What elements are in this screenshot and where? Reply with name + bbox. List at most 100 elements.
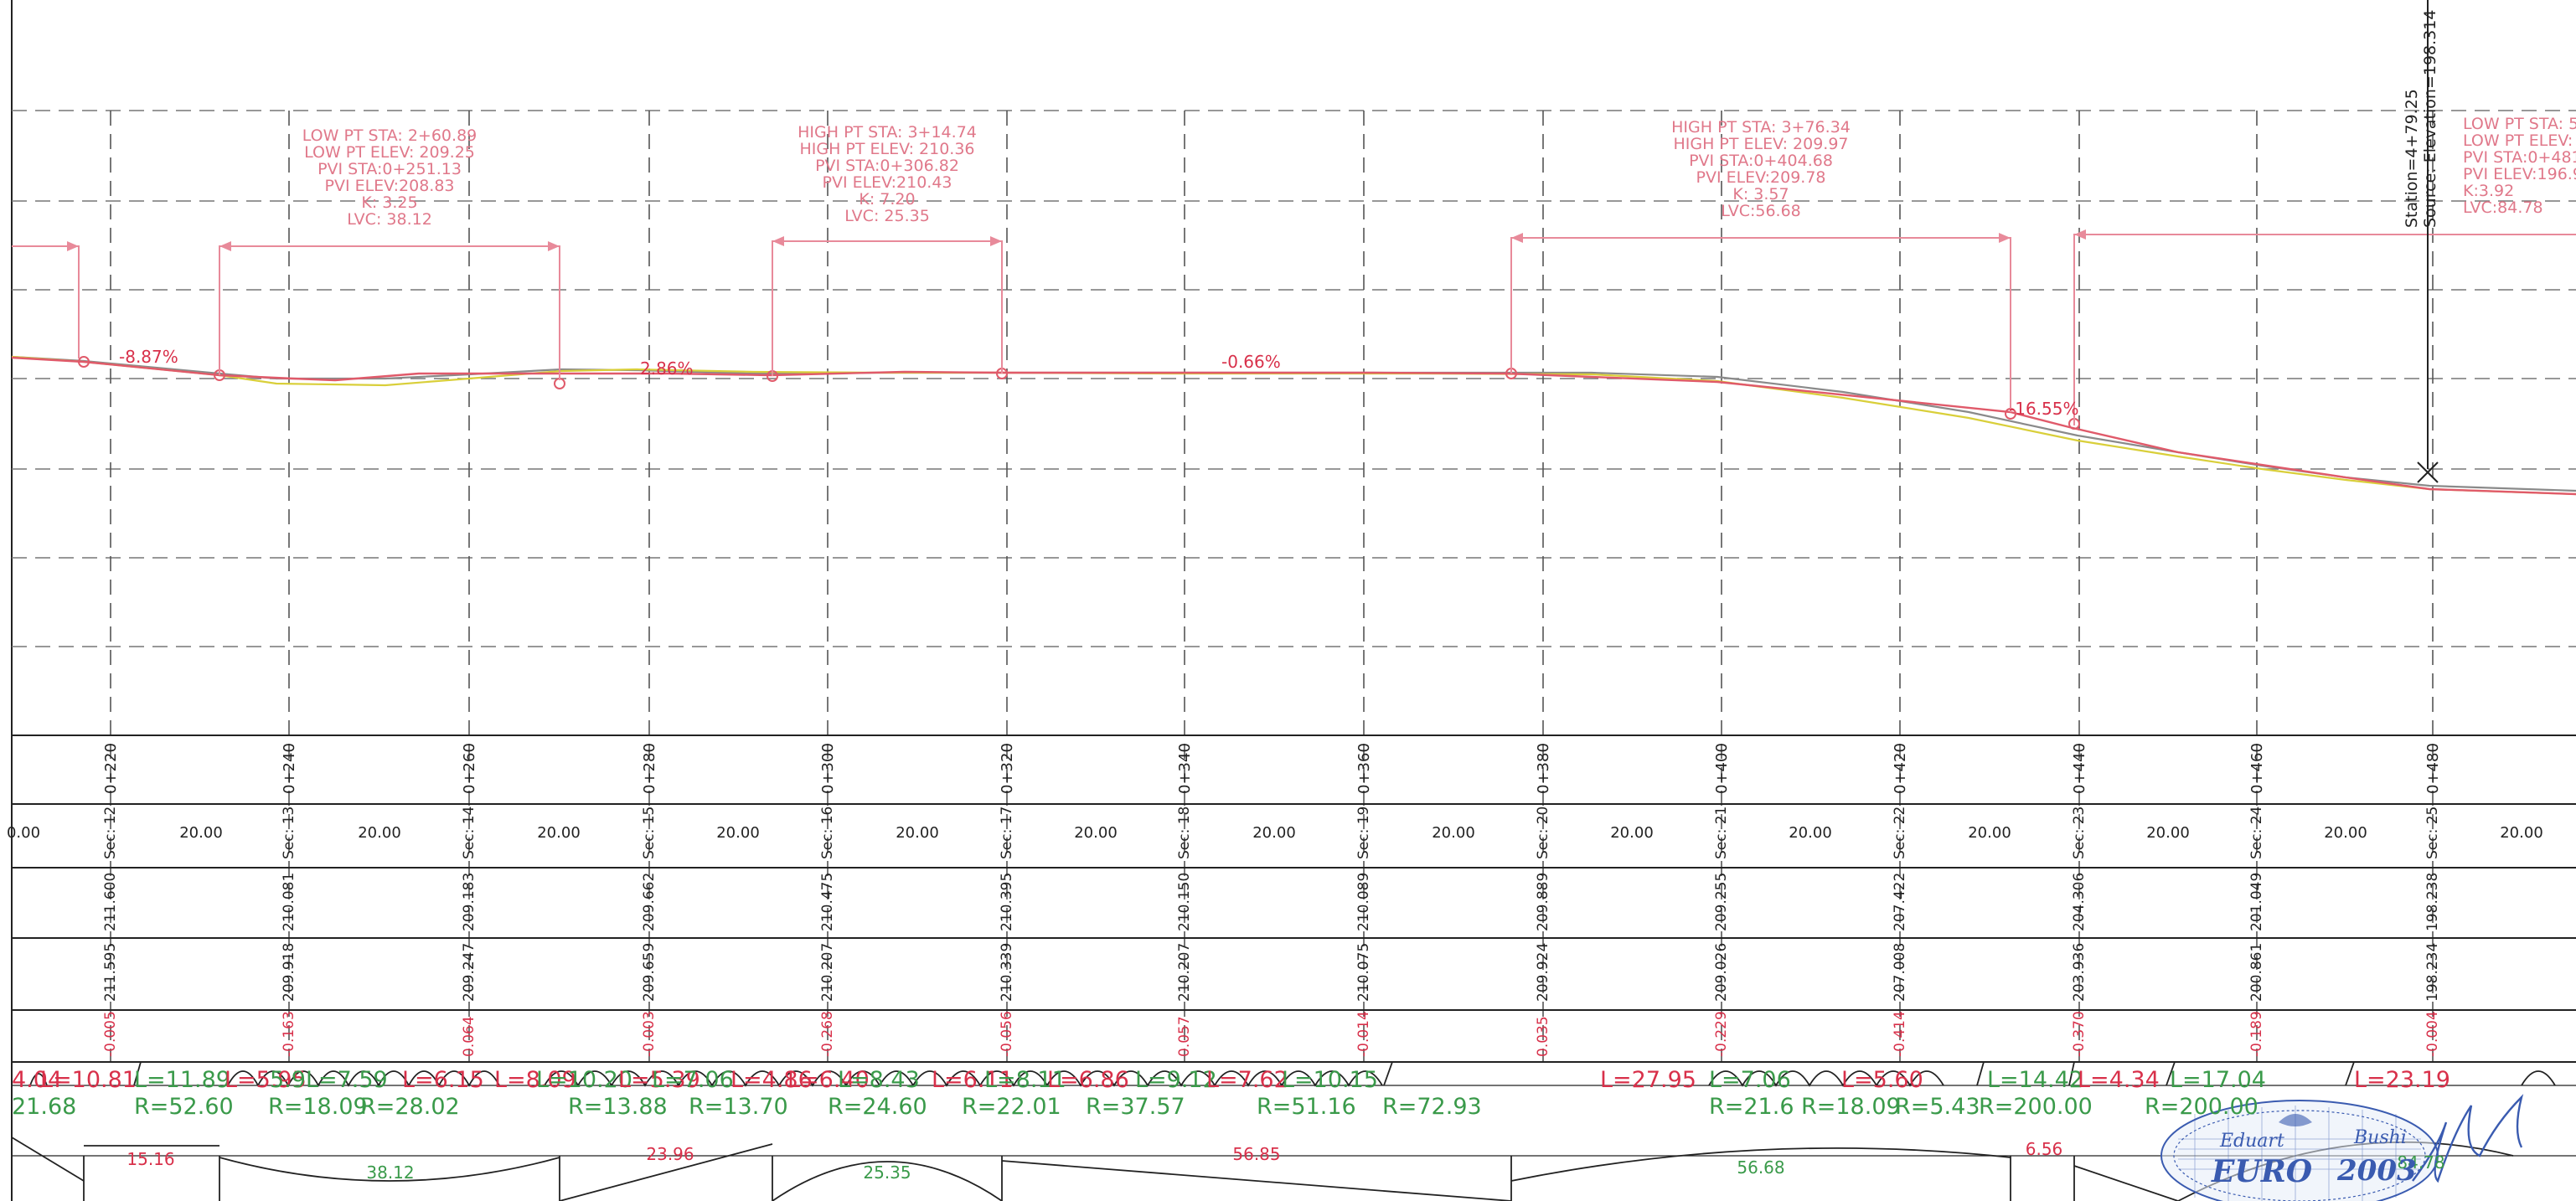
curve-length-label: L=6.86 <box>1047 1067 1129 1093</box>
ground-elevation: 210.207 <box>1176 942 1193 1002</box>
curve-length-label: L=5.95 <box>225 1067 307 1093</box>
curve-radius-label: R=200.00 <box>2145 1094 2259 1120</box>
pvi-label-line: K:3.92 <box>2463 182 2515 200</box>
curve-radius-label: 21.68 <box>12 1094 77 1120</box>
station-grid-lines <box>110 111 2434 1062</box>
design-elevation: 210.081 <box>281 872 297 931</box>
pvi-label-line: PVI ELEV:208.83 <box>324 177 455 195</box>
stamp-name-1: Eduart <box>2220 1131 2284 1152</box>
curve-length-label: L=11.89 <box>134 1067 230 1093</box>
pvi-label-line: K: 3.57 <box>1732 185 1789 204</box>
vertical-curve-length: 56.68 <box>1737 1157 1785 1178</box>
pvi-label-line: HIGH PT ELEV: 209.97 <box>1673 135 1849 153</box>
ground-elevation: 209.659 <box>641 942 658 1002</box>
station-label: 0+440 <box>2071 743 2088 794</box>
curve-length-label: L=5.60 <box>1841 1067 1923 1093</box>
pvi-label-line: PVI STA:0+251.13 <box>317 160 462 178</box>
cut-fill-value: -0.163 <box>281 1011 297 1057</box>
ground-elevation: 209.026 <box>1713 942 1730 1002</box>
pvi-label-line: HIGH PT STA: 3+14.74 <box>798 123 977 142</box>
bracket-arrowheads <box>67 229 2086 251</box>
curve-radius-label: R=51.16 <box>1257 1094 1356 1120</box>
curve-length-label: L=6.40 <box>787 1067 870 1093</box>
station-label: 0+380 <box>1535 743 1552 794</box>
curve-length-label: L=10.15 <box>1282 1067 1378 1093</box>
curve-length-label: 4.04 <box>12 1067 63 1093</box>
curve-length-label: L=9.12 <box>1135 1067 1217 1093</box>
station-label: 0+280 <box>641 743 658 794</box>
probe-station: Station=4+79.25 <box>2403 89 2421 228</box>
vertical-curve-length: 6.56 <box>2025 1139 2063 1159</box>
distance-label: 20.00 <box>2500 824 2543 842</box>
vertical-curve-length: 38.12 <box>366 1162 415 1183</box>
section-label: Sec: 14 <box>461 806 478 859</box>
cut-fill-value: -0.003 <box>641 1011 658 1057</box>
station-label: 0+240 <box>281 743 298 794</box>
curve-length-label: L=14.42 <box>1987 1067 2083 1093</box>
vertical-curve-length: 25.35 <box>863 1162 911 1183</box>
curve-length-label: L=7.62 <box>1206 1067 1288 1093</box>
cut-fill-value: 0.057 <box>1176 1016 1193 1057</box>
pvi-label-line: LVC:84.78 <box>2463 198 2543 217</box>
curve-length-label: L=23.19 <box>2354 1067 2450 1093</box>
curve-radius-label: R=18.09 <box>1801 1094 1901 1120</box>
pvi-label-line: LOW PT STA: 5+24.36 <box>2463 115 2576 133</box>
section-label: Sec: 15 <box>641 806 658 859</box>
design-elevation: 210.395 <box>999 872 1015 931</box>
section-label: Sec: 19 <box>1355 806 1372 859</box>
section-label: Sec: 23 <box>2071 806 2088 859</box>
distance-label: 20.00 <box>716 824 760 842</box>
ground-elevation: 211.595 <box>102 942 119 1002</box>
cut-fill-value: -0.014 <box>1355 1011 1372 1057</box>
design-elevation: 207.422 <box>1892 872 1908 931</box>
probe-cross-icon <box>2417 461 2439 483</box>
station-label: 0+320 <box>999 743 1016 794</box>
design-elevation: 198.238 <box>2424 872 2441 931</box>
curve-length-label: L=7.06 <box>1709 1067 1791 1093</box>
ground-elevation: 210.207 <box>819 942 836 1002</box>
section-label: Sec: 20 <box>1535 806 1551 859</box>
ground-elevation: 210.075 <box>1355 942 1372 1002</box>
design-elevation: 201.049 <box>2248 872 2265 931</box>
pvi-label-line: HIGH PT ELEV: 210.36 <box>799 140 975 158</box>
pvi-label-line: LOW PT ELEV: 194.01 <box>2463 131 2576 150</box>
probe-elevation: Source: Elevation=198.314 <box>2421 9 2439 228</box>
station-label: 0+420 <box>1892 743 1909 794</box>
grade-label: -0.66% <box>1221 352 1281 372</box>
cut-fill-value: -0.004 <box>2424 1011 2441 1057</box>
company-stamp <box>2160 1100 2439 1201</box>
vertical-curve-length: 84.78 <box>2397 1152 2445 1173</box>
section-label: Sec: 13 <box>281 806 297 859</box>
grade-label: -8.87% <box>119 347 178 367</box>
stamp-name-2: Bushi <box>2354 1127 2407 1148</box>
ground-elevation: 203.936 <box>2071 942 2088 1002</box>
pvi-label-line: K: 3.25 <box>361 193 418 212</box>
distance-label: 20.00 <box>358 824 401 842</box>
curve-radius-label: R=37.57 <box>1086 1094 1185 1120</box>
curve-radius-label: R=21.6 <box>1709 1094 1794 1120</box>
station-label: 0+480 <box>2424 743 2442 794</box>
pvi-label-line: K: 7.20 <box>859 190 916 209</box>
station-label: 0+260 <box>461 743 478 794</box>
curve-length-label: L=5.39 <box>618 1067 700 1093</box>
vertical-curve-band <box>11 1137 2514 1201</box>
cut-fill-value: -0.229 <box>1713 1011 1730 1057</box>
pvi-label-line: HIGH PT STA: 3+76.34 <box>1671 118 1851 137</box>
curve-radius-label: R=22.01 <box>962 1094 1061 1120</box>
vertical-curve-brackets <box>12 234 2576 425</box>
section-label: Sec: 17 <box>999 806 1015 859</box>
curve-length-label: L=4.34 <box>2078 1067 2160 1093</box>
grade-label: 2.86% <box>640 358 694 379</box>
curve-radius-label: R=5.43 <box>1895 1094 1980 1120</box>
ground-elevation: 207.008 <box>1892 942 1908 1002</box>
section-label: Sec: 12 <box>102 806 119 859</box>
section-label: Sec: 18 <box>1176 806 1193 859</box>
station-label: 0+360 <box>1355 743 1373 794</box>
curve-length-label: L=10.81 <box>40 1067 137 1093</box>
ground-profile-line <box>11 355 2576 492</box>
pvi-markers <box>78 356 2080 430</box>
section-label: Sec: 16 <box>819 806 836 859</box>
distance-label: 20.00 <box>1252 824 1296 842</box>
vertical-curve-length: 23.96 <box>646 1144 694 1164</box>
distance-label: 0.00 <box>6 824 41 842</box>
